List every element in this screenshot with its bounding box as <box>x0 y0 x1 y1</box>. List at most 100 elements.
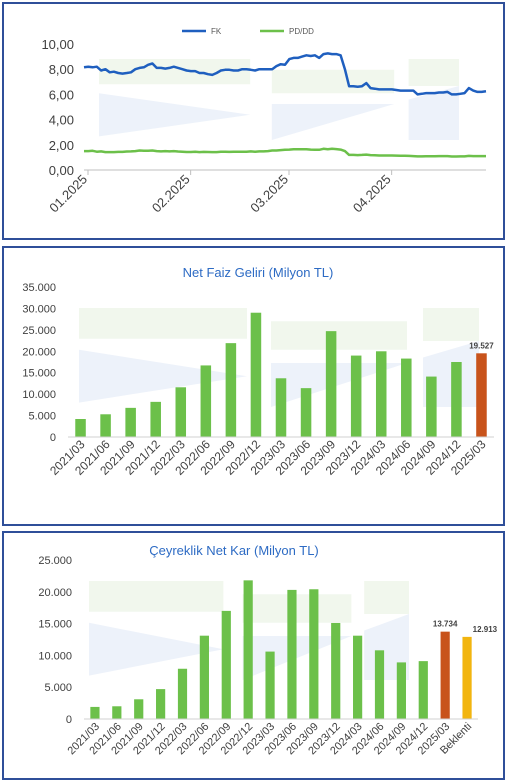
y-tick-label: 35.000 <box>22 282 56 294</box>
x-axis: 01.2025 02.2025 03.2025 04.2025 <box>46 169 486 216</box>
y-tick-label: 20.000 <box>38 587 72 599</box>
watermark-shape <box>423 308 479 341</box>
y-axis: 0,00 2,00 4,00 6,00 8,00 10,00 <box>41 37 74 178</box>
x-axis: 2021/032021/062021/092021/122022/032022/… <box>47 436 494 478</box>
watermark-shape <box>79 308 247 339</box>
quarterly-net-profit-chart: Çeyreklik Net Kar (Milyon TL) 0 5.000 10.0… <box>38 543 498 757</box>
watermark-shape <box>89 622 224 676</box>
y-tick-label: 0 <box>66 714 72 726</box>
series-line-0 <box>83 52 487 96</box>
y-tick-label: 8,00 <box>49 62 74 77</box>
y-tick-label: 0 <box>50 432 56 444</box>
y-tick-label: 30.000 <box>22 303 56 315</box>
bar <box>451 362 462 437</box>
y-tick-label: 10.000 <box>22 389 56 401</box>
bar <box>374 650 385 719</box>
bar <box>100 414 111 437</box>
chart-title: Çeyreklik Net Kar (Milyon TL) <box>149 543 319 558</box>
bar <box>325 331 337 437</box>
bar <box>134 699 144 719</box>
watermark-shape <box>79 349 247 403</box>
bar-data-label: 19.527 <box>469 341 494 350</box>
watermark-shape <box>271 104 395 140</box>
bar <box>462 636 472 719</box>
bar <box>401 358 412 437</box>
bar <box>177 668 188 719</box>
bar-data-label: 12.913 <box>473 625 498 634</box>
y-tick-label: 10.000 <box>38 650 72 662</box>
watermark-shape <box>271 321 407 350</box>
net-interest-income-chart-panel: Net Faiz Geliri (Milyon TL) 0 5.000 10.000… <box>2 246 505 526</box>
y-tick-label: 15.000 <box>38 619 72 631</box>
x-tick-label: 04.2025 <box>350 172 394 216</box>
bar <box>75 419 86 437</box>
bar <box>150 401 161 437</box>
y-tick-label: 4,00 <box>49 113 74 128</box>
y-tick-label: 2,00 <box>49 138 74 153</box>
watermark-shape <box>99 59 251 85</box>
bar <box>440 631 450 719</box>
series-lines <box>83 52 487 158</box>
bar <box>418 661 428 719</box>
bar-data-label: 13.734 <box>433 620 458 629</box>
bar <box>125 407 136 437</box>
y-tick-label: 25.000 <box>22 325 56 337</box>
bar <box>156 689 166 719</box>
bars: 19.527 <box>75 312 494 437</box>
x-tick-label: 03.2025 <box>247 172 291 216</box>
watermark-shape <box>408 59 459 86</box>
bar <box>265 651 275 719</box>
bar <box>200 365 212 437</box>
y-axis: 0 5.000 10.000 15.000 20.000 25.000 30.000 35.0… <box>22 282 56 444</box>
bar <box>243 580 253 719</box>
watermark-logo <box>79 308 479 407</box>
bar <box>309 589 319 719</box>
x-tick-label: 01.2025 <box>46 172 90 216</box>
valuation-ratio-chart: FK PD/DD 0,00 2,00 4,00 6,00 8,00 10,00 01.202… <box>41 27 487 216</box>
bar <box>353 635 363 719</box>
watermark-shape <box>423 341 479 407</box>
y-tick-label: 20.000 <box>22 346 56 358</box>
y-tick-label: 15.000 <box>22 368 56 380</box>
x-axis: 2021/032021/062021/092021/122022/032022/… <box>65 718 478 757</box>
watermark-shape <box>89 581 224 612</box>
watermark-shape <box>242 594 352 623</box>
bar <box>275 378 287 437</box>
series-line-1 <box>84 147 486 158</box>
chart-title: Net Faiz Geliri (Milyon TL) <box>183 265 334 280</box>
bar <box>90 706 100 719</box>
watermark-logo <box>99 59 459 140</box>
bar <box>221 610 231 719</box>
bar <box>199 635 209 719</box>
bar <box>375 351 387 437</box>
watermark-shape <box>271 69 395 94</box>
y-tick-label: 0,00 <box>49 163 74 178</box>
valuation-ratio-chart-panel: FK PD/DD 0,00 2,00 4,00 6,00 8,00 10,00 01.202… <box>2 2 505 240</box>
bars: 13.734 12.913 <box>90 580 498 719</box>
y-tick-label: 6,00 <box>49 87 74 102</box>
y-tick-label: 5.000 <box>28 411 56 423</box>
watermark-shape <box>271 363 407 407</box>
y-axis: 0 5.000 10.000 15.000 20.000 25.000 <box>38 555 72 726</box>
bar <box>331 622 341 719</box>
y-tick-label: 5.000 <box>44 682 72 694</box>
bar <box>225 343 237 437</box>
x-tick-label: 02.2025 <box>149 172 193 216</box>
chart-legend: FK PD/DD <box>182 27 314 36</box>
bar <box>287 589 297 719</box>
bar <box>112 706 122 719</box>
legend-label: FK <box>211 27 222 36</box>
legend-label: PD/DD <box>289 27 314 36</box>
bar <box>350 355 362 437</box>
bar <box>396 662 406 719</box>
watermark-shape <box>99 93 251 137</box>
y-tick-label: 25.000 <box>38 555 72 567</box>
bar <box>426 376 437 437</box>
watermark-shape <box>408 86 459 140</box>
watermark-shape <box>364 581 409 614</box>
bar <box>300 388 312 437</box>
bar <box>476 353 487 437</box>
y-tick-label: 10,00 <box>41 37 74 52</box>
bar <box>250 312 262 437</box>
bar <box>175 387 187 437</box>
